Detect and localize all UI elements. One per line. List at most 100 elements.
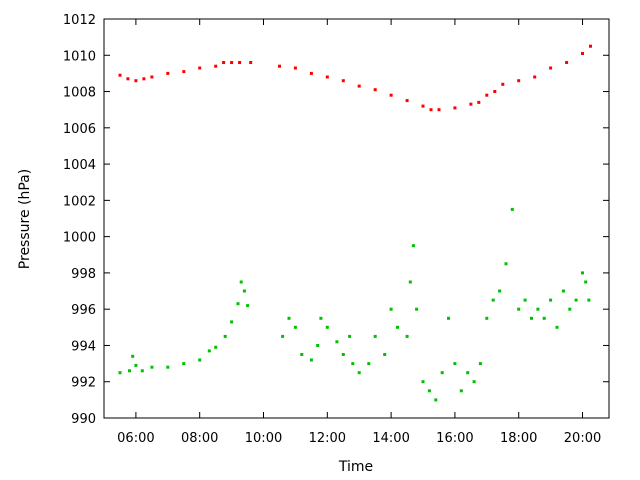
data-point (182, 362, 186, 366)
y-tick-label: 990 (71, 412, 96, 427)
data-point (357, 84, 361, 88)
data-point (478, 362, 482, 366)
data-point (150, 365, 154, 369)
data-point (477, 100, 481, 104)
data-point (166, 365, 170, 369)
data-point (517, 79, 521, 83)
data-point (549, 298, 553, 302)
x-tick-label: 14:00 (372, 431, 409, 446)
x-axis-label: Time (338, 459, 373, 475)
data-point (325, 325, 329, 329)
data-point (533, 75, 537, 79)
data-point (405, 99, 409, 103)
data-point (128, 369, 131, 373)
series-layer (118, 44, 592, 402)
data-point (118, 371, 122, 375)
data-point (587, 298, 591, 302)
data-point (437, 108, 441, 112)
data-point (230, 61, 234, 64)
x-tick-label: 20:00 (564, 431, 601, 446)
data-point (581, 52, 584, 55)
data-point (238, 61, 242, 64)
data-point (182, 70, 186, 74)
data-point (421, 104, 425, 108)
data-point (383, 353, 387, 356)
data-point (408, 280, 412, 284)
data-point (542, 316, 546, 320)
y-tick-label: 994 (71, 339, 96, 354)
y-axis-ticks: 990 992 994 996 998 1000 1002 1004 1006 1008 1010 1… (63, 13, 609, 427)
data-point (415, 307, 419, 311)
data-point (429, 108, 433, 112)
data-point (246, 304, 250, 308)
data-point (249, 61, 253, 64)
data-point (447, 316, 450, 320)
data-point (316, 344, 320, 347)
data-point (319, 316, 323, 320)
data-point (555, 325, 559, 329)
data-point (427, 389, 431, 393)
data-point (504, 262, 508, 266)
data-point (207, 349, 211, 353)
x-tick-label: 08:00 (181, 431, 218, 446)
data-point (440, 371, 444, 375)
data-point (242, 289, 246, 293)
data-point (131, 354, 135, 358)
data-point (498, 289, 502, 293)
y-tick-label: 992 (71, 376, 96, 391)
data-point (134, 79, 138, 83)
data-point (581, 271, 584, 275)
data-point (493, 90, 497, 93)
data-point (198, 66, 202, 70)
x-tick-label: 18:00 (500, 431, 537, 446)
data-point (287, 316, 291, 320)
data-point (389, 93, 393, 97)
y-tick-label: 996 (71, 303, 96, 318)
data-point (491, 298, 495, 302)
series-0 (118, 44, 592, 112)
data-point (396, 325, 399, 329)
data-point (214, 64, 218, 68)
data-point (561, 289, 565, 293)
data-point (118, 73, 122, 77)
data-point (357, 371, 361, 375)
data-point (405, 334, 409, 338)
data-point (351, 362, 355, 366)
data-point (309, 71, 313, 75)
data-point (434, 398, 438, 402)
data-point (198, 358, 202, 362)
data-point (517, 307, 521, 311)
y-tick-label: 1002 (63, 194, 96, 209)
data-point (421, 380, 425, 384)
x-tick-label: 16:00 (436, 431, 473, 446)
data-point (485, 316, 489, 320)
data-point (469, 102, 473, 106)
data-point (453, 362, 457, 366)
data-point (239, 280, 243, 284)
y-tick-label: 1010 (63, 49, 96, 64)
data-point (501, 82, 505, 86)
data-point (236, 302, 240, 306)
data-point (335, 340, 339, 344)
data-point (459, 389, 463, 393)
data-point (472, 380, 476, 384)
data-point (565, 61, 569, 64)
data-point (126, 77, 130, 81)
y-tick-label: 1000 (63, 231, 96, 246)
data-point (568, 307, 572, 311)
data-point (300, 353, 304, 356)
data-point (325, 75, 329, 79)
data-point (214, 345, 218, 349)
data-point (293, 66, 297, 70)
x-tick-label: 06:00 (117, 431, 154, 446)
data-point (523, 298, 527, 302)
data-point (140, 369, 144, 373)
data-point (293, 325, 297, 329)
data-point (453, 106, 457, 110)
data-point (278, 64, 281, 68)
data-point (373, 88, 377, 92)
data-point (389, 307, 393, 311)
y-tick-label: 1008 (63, 86, 96, 101)
data-point (223, 334, 227, 338)
